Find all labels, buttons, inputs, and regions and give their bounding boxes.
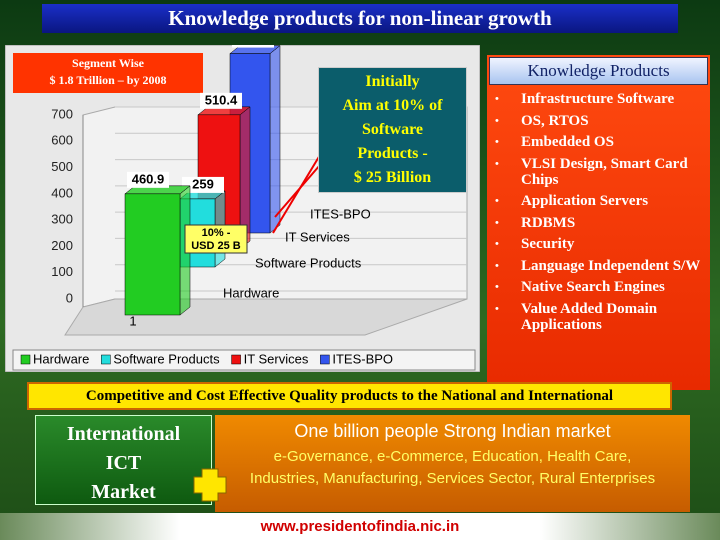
- legend-label: IT Services: [244, 351, 309, 366]
- value-label-box: [127, 171, 169, 188]
- banner: Competitive and Cost Effective Quality p…: [27, 382, 672, 410]
- legend-swatch: [101, 354, 111, 365]
- legend-label: ITES-BPO: [332, 351, 393, 366]
- annotation: USD 25 B: [191, 240, 241, 252]
- callout-line: Products -: [357, 145, 428, 162]
- legend-swatch: [20, 354, 31, 365]
- value-label: 259: [192, 176, 214, 191]
- knowledge-panel: Knowledge Products Infrastructure Softwa…: [487, 55, 710, 390]
- market-box: One billion people Strong Indian market …: [215, 415, 690, 512]
- y-tick-label: 200: [51, 238, 73, 253]
- footer-bar: www.presidentofindia.nic.in: [0, 513, 720, 540]
- list-item: Value Added Domain Applications: [495, 301, 704, 333]
- market-label-line: Market: [91, 481, 156, 503]
- cross-icon: [193, 468, 227, 502]
- legend-swatch: [231, 354, 241, 365]
- bar: [124, 193, 181, 316]
- subtitle: Segment Wise: [72, 56, 145, 70]
- list-item: Embedded OS: [495, 134, 704, 150]
- legend-box: [12, 349, 476, 371]
- depth-label: Hardware: [223, 285, 279, 300]
- value-label-box: [200, 92, 242, 109]
- list-item: VLSI Design, Smart Card Chips: [495, 156, 704, 188]
- market-label-line: ICT: [105, 452, 142, 474]
- list-item: Infrastructure Software: [495, 91, 704, 107]
- pointer: [272, 154, 321, 234]
- legend-label: Hardware: [33, 351, 89, 366]
- item-list: Infrastructure Software OS, RTOS Embedded …: [487, 91, 710, 333]
- x-tick-label: 1: [129, 313, 136, 328]
- callout-line: Initially: [365, 73, 420, 90]
- y-tick-label: 300: [51, 212, 73, 227]
- callout: Initially Aim at 10% of Software Products -…: [318, 67, 467, 193]
- depth-label: IT Services: [285, 229, 350, 244]
- y-tick-label: 500: [51, 159, 73, 174]
- value-label-box: [182, 176, 224, 193]
- callout-line: Aim at 10% of: [342, 97, 443, 114]
- annotation: 10% -: [202, 227, 231, 239]
- callout-line: Software: [361, 121, 424, 138]
- market-label-line: International: [66, 423, 181, 445]
- value-label: 510.4: [205, 92, 238, 107]
- panel-title: Knowledge Products: [489, 57, 708, 85]
- slide-title: Knowledge products for non-linear growth: [42, 4, 678, 33]
- annotation-box: [184, 224, 248, 254]
- value-label-box: [232, 45, 274, 48]
- bar-side: [269, 45, 281, 234]
- market-sectors: e-Governance, e-Commerce, Education, Hea…: [249, 448, 656, 487]
- y-tick-label: 0: [66, 290, 73, 305]
- list-item: Language Independent S/W: [495, 258, 704, 274]
- depth-label: ITES-BPO: [310, 206, 371, 221]
- subtitle-box: [13, 53, 203, 93]
- list-item: Native Search Engines: [495, 279, 704, 295]
- footer-url[interactable]: www.presidentofindia.nic.in: [260, 518, 460, 535]
- y-tick-label: 600: [51, 133, 73, 148]
- connector: [193, 468, 227, 502]
- market-label: International ICT Market: [35, 415, 212, 505]
- list-item: Security: [495, 236, 704, 252]
- subtitle: $ 1.8 Trillion – by 2008: [50, 73, 167, 87]
- y-tick-label: 700: [51, 106, 73, 121]
- legend-swatch: [320, 354, 330, 365]
- y-tick-label: 100: [51, 264, 73, 279]
- callout-line: $ 25 Billion: [353, 169, 432, 186]
- list-item: Application Servers: [495, 193, 704, 209]
- list-item: OS, RTOS: [495, 113, 704, 129]
- market-heading: One billion people Strong Indian market: [294, 421, 611, 441]
- depth-label: Software Products: [255, 255, 362, 270]
- value-label: 682.5: [237, 45, 270, 46]
- list-item: RDBMS: [495, 215, 704, 231]
- pointer: [274, 164, 321, 218]
- value-label: 460.9: [132, 171, 165, 186]
- y-tick-label: 400: [51, 185, 73, 200]
- legend-label: Software Products: [113, 351, 220, 366]
